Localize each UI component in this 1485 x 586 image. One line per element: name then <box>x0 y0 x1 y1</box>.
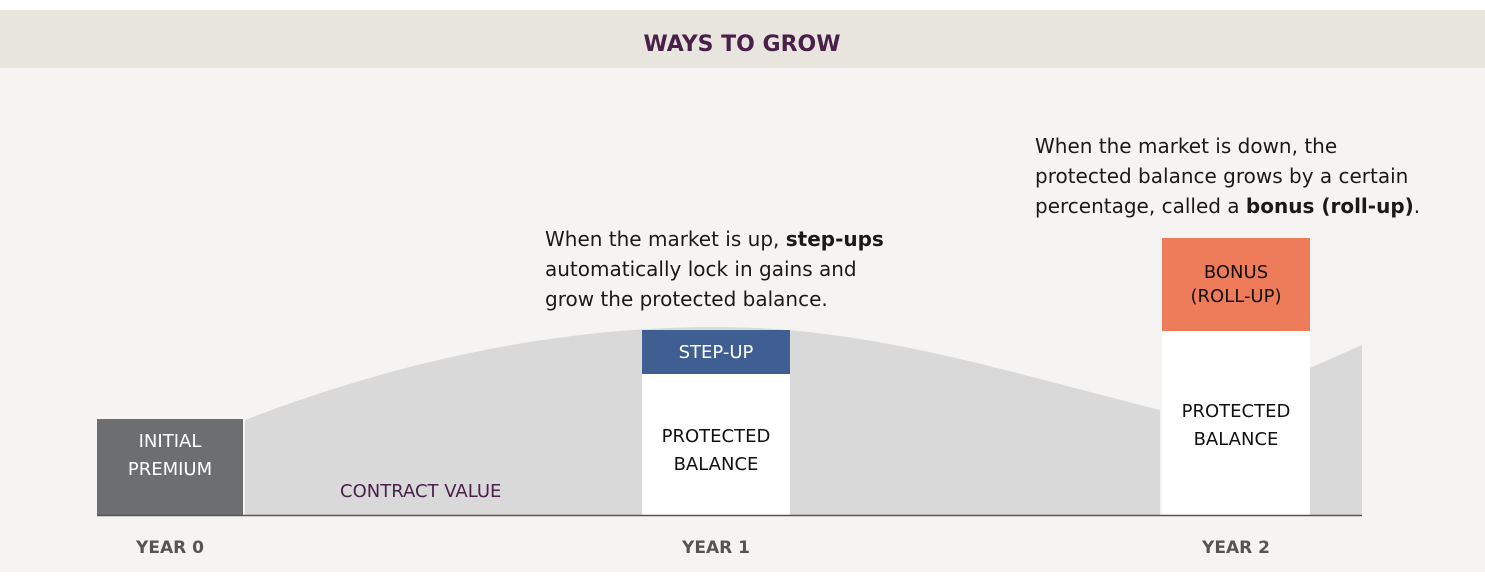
annotation-line: automatically lock in gains and <box>545 257 857 281</box>
annotation-text: . <box>1414 194 1420 218</box>
box-label: STEP-UP <box>679 342 754 363</box>
annotation-text: percentage, called a <box>1035 194 1246 218</box>
annotation-text: protected balance grows by a certain <box>1035 164 1408 188</box>
annotation-text: When the market is down, the <box>1035 134 1337 158</box>
annotation-bold: step-ups <box>786 227 884 251</box>
box-label: INITIAL <box>139 431 202 452</box>
annotation-bold: bonus (roll-up) <box>1246 194 1414 218</box>
axis-label: YEAR 0 <box>135 538 204 558</box>
annotation-line: When the market is down, the <box>1035 134 1337 158</box>
box-label: BONUS <box>1204 262 1268 283</box>
step-up-box <box>642 330 790 374</box>
annotation-line: protected balance grows by a certain <box>1035 164 1408 188</box>
box-label: (ROLL-UP) <box>1191 286 1282 307</box>
box-label: PROTECTED <box>1182 401 1291 422</box>
header-band <box>0 10 1485 68</box>
axis-label: YEAR 2 <box>1201 538 1270 558</box>
protected-balance-box <box>1162 331 1310 515</box>
annotation-line: percentage, called a bonus (roll-up). <box>1035 194 1420 218</box>
contract-value-label: CONTRACT VALUE <box>340 481 501 502</box>
box-label: PREMIUM <box>128 459 212 480</box>
box-label: PROTECTED <box>662 426 771 447</box>
annotation-line: When the market is up, step-ups <box>545 227 884 251</box>
box-label: BALANCE <box>1194 429 1279 450</box>
annotation-text: automatically lock in gains and <box>545 257 857 281</box>
box-label: BALANCE <box>674 454 759 475</box>
title: WAYS TO GROW <box>644 32 841 57</box>
axis-label: YEAR 1 <box>681 538 750 558</box>
annotation-text: When the market is up, <box>545 227 786 251</box>
protected-balance-box <box>642 374 790 515</box>
initial-premium-box <box>97 419 243 515</box>
annotation-line: grow the protected balance. <box>545 287 828 311</box>
annotation-text: grow the protected balance. <box>545 287 828 311</box>
contract-value-area <box>1310 345 1362 515</box>
bonus-box <box>1162 238 1310 331</box>
